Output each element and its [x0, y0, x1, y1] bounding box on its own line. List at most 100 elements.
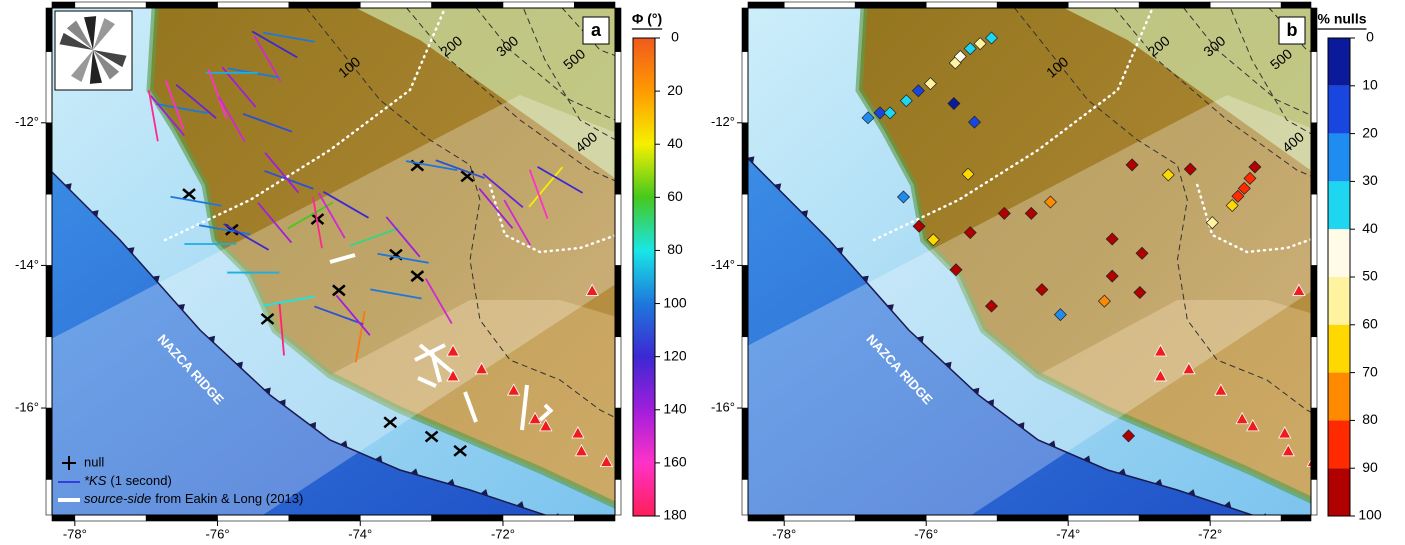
- frame-band: [146, 515, 217, 521]
- colorbar-segment: [1328, 134, 1350, 182]
- x-tick-label: -72°: [491, 526, 515, 541]
- colorbar-title: Φ (°): [632, 11, 662, 27]
- colorbar-tick-label: 60: [1362, 316, 1378, 332]
- frame-band: [46, 337, 52, 408]
- colorbar-segment: [1328, 181, 1350, 229]
- frame-band: [432, 515, 503, 521]
- frame-band: [615, 194, 621, 265]
- frame-band: [742, 194, 748, 265]
- frame-band: [748, 515, 784, 521]
- colorbar-segment: [1328, 468, 1350, 516]
- frame-band: [46, 8, 52, 51]
- colorbar-tick-label: 140: [663, 400, 687, 416]
- colorbar-tick-label: 80: [1362, 411, 1378, 427]
- colorbar-tick-label: 50: [1362, 268, 1378, 284]
- frame-band: [46, 51, 52, 122]
- frame-band: [1139, 2, 1210, 8]
- frame-band: [855, 515, 926, 521]
- frame-band: [1311, 123, 1317, 194]
- colorbar-tick-label: 70: [1362, 363, 1378, 379]
- frame-band: [615, 479, 621, 515]
- frame-band: [742, 265, 748, 336]
- panel-label: b: [1287, 20, 1298, 40]
- colorbar-tick-label: 120: [663, 347, 687, 363]
- x-tick-label: -72°: [1198, 526, 1222, 541]
- colorbar-tick-label: 60: [667, 188, 683, 204]
- frame-band: [52, 2, 75, 8]
- frame-band: [1139, 515, 1210, 521]
- colorbar-tick-label: 90: [1362, 459, 1378, 475]
- frame-band: [146, 2, 217, 8]
- frame-band: [503, 2, 574, 8]
- frame-band: [748, 2, 784, 8]
- frame-band: [1068, 2, 1139, 8]
- colorbar-segment: [1328, 38, 1350, 86]
- x-tick-label: -78°: [63, 526, 87, 541]
- colorbar-segment: [1328, 420, 1350, 468]
- y-tick-label: -16°: [15, 399, 39, 414]
- frame-band: [218, 2, 289, 8]
- colorbar-segment: [1328, 373, 1350, 421]
- frame-band: [218, 515, 289, 521]
- frame-band: [574, 515, 615, 521]
- frame-band: [742, 408, 748, 479]
- y-tick-label: -14°: [711, 257, 735, 272]
- map-panel: 100200300400500NAZCA RIDGE: [740, 0, 1367, 540]
- frame-band: [46, 408, 52, 479]
- frame-band: [503, 515, 574, 521]
- frame-band: [46, 265, 52, 336]
- frame-band: [75, 515, 146, 521]
- legend-label: source-side from Eakin & Long (2013): [84, 491, 303, 506]
- colorbar-tick-label: 20: [1362, 124, 1378, 140]
- frame-band: [432, 2, 503, 8]
- frame-band: [742, 479, 748, 515]
- colorbar-tick-label: 0: [671, 29, 679, 45]
- map-panel: 100200300400500NAZCA RIDGEnull*KS(1 seco…: [30, 0, 660, 540]
- frame-band: [75, 2, 146, 8]
- colorbar-tick-label: 40: [667, 135, 683, 151]
- frame-band: [615, 408, 621, 479]
- frame-band: [1210, 2, 1281, 8]
- figure: 100200300400500NAZCA RIDGE null *KS(1 seco…: [0, 0, 1405, 545]
- y-tick-label: -12°: [711, 114, 735, 129]
- frame-band: [1281, 2, 1311, 8]
- colorbar: [633, 38, 655, 516]
- frame-band: [784, 515, 855, 521]
- colorbar-tick-label: 0: [1366, 29, 1374, 45]
- frame-band: [1311, 337, 1317, 408]
- x-tick-label: -76°: [914, 526, 938, 541]
- frame-band: [289, 515, 360, 521]
- frame-band: [1210, 515, 1281, 521]
- x-tick-label: -78°: [772, 526, 796, 541]
- frame-band: [926, 515, 997, 521]
- colorbar-tick-label: 160: [663, 454, 687, 470]
- colorbar-segment: [1328, 229, 1350, 277]
- frame-band: [289, 2, 360, 8]
- colorbar-segment: [1328, 325, 1350, 373]
- y-tick-label: -16°: [711, 399, 735, 414]
- frame-band: [1068, 515, 1139, 521]
- legend-italic: source-side: [84, 491, 151, 506]
- frame-band: [742, 123, 748, 194]
- frame-band: [1311, 8, 1317, 51]
- frame-band: [615, 123, 621, 194]
- frame-band: [360, 2, 431, 8]
- frame-band: [855, 2, 926, 8]
- colorbar-segment: [1328, 277, 1350, 325]
- frame-band: [1311, 51, 1317, 122]
- frame-band: [615, 51, 621, 122]
- frame-band: [926, 2, 997, 8]
- legend-label: *KS(1 second): [84, 473, 172, 488]
- colorbar-tick-label: 20: [667, 82, 683, 98]
- frame-band: [1311, 265, 1317, 336]
- colorbar-tick-label: 80: [667, 241, 683, 257]
- colorbar-tick-label: 180: [663, 507, 687, 523]
- colorbar-tick-label: 100: [663, 294, 687, 310]
- legend-label: null: [84, 454, 104, 469]
- frame-band: [46, 123, 52, 194]
- colorbar-tick-label: 40: [1362, 220, 1378, 236]
- frame-band: [615, 337, 621, 408]
- legend-text: (1 second): [110, 473, 171, 488]
- legend-text: from Eakin & Long (2013): [155, 491, 303, 506]
- colorbar-title: % nulls: [1317, 11, 1366, 27]
